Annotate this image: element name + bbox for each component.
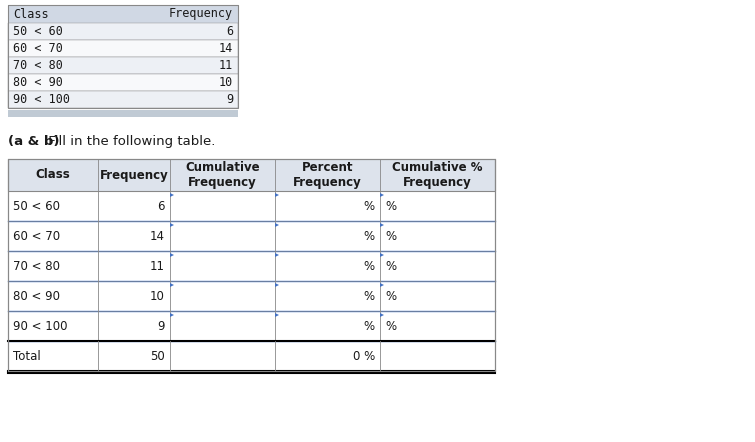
- Bar: [8, 5, 238, 23]
- Text: (a & b): (a & b): [8, 135, 60, 148]
- Text: %: %: [385, 320, 396, 332]
- Text: 9: 9: [158, 320, 165, 332]
- Text: Fill in the following table.: Fill in the following table.: [44, 135, 215, 148]
- Text: 90 < 100: 90 < 100: [13, 93, 70, 106]
- Bar: [8, 91, 238, 108]
- Text: Cumulative %
Frequency: Cumulative % Frequency: [393, 161, 482, 189]
- Polygon shape: [380, 223, 384, 227]
- Polygon shape: [380, 313, 384, 317]
- Text: 50 < 60: 50 < 60: [13, 25, 63, 38]
- Bar: [8, 191, 495, 221]
- Polygon shape: [380, 193, 384, 197]
- Text: %: %: [364, 199, 375, 213]
- Text: %: %: [385, 290, 396, 302]
- Text: 60 < 70: 60 < 70: [13, 42, 63, 55]
- Bar: [8, 40, 238, 57]
- Text: 11: 11: [150, 259, 165, 273]
- Text: 14: 14: [219, 42, 233, 55]
- Polygon shape: [275, 223, 279, 227]
- Bar: [8, 5, 238, 108]
- Bar: [8, 159, 495, 371]
- Bar: [8, 281, 495, 311]
- Bar: [8, 159, 495, 191]
- Text: 50: 50: [150, 350, 165, 362]
- Polygon shape: [170, 283, 174, 287]
- Polygon shape: [380, 253, 384, 257]
- Text: 14: 14: [150, 229, 165, 243]
- Text: 0 %: 0 %: [353, 350, 375, 362]
- Text: %: %: [385, 229, 396, 243]
- Polygon shape: [170, 253, 174, 257]
- Text: %: %: [364, 290, 375, 302]
- Polygon shape: [275, 283, 279, 287]
- Text: 50 < 60: 50 < 60: [13, 199, 60, 213]
- Bar: [8, 251, 495, 281]
- Text: 10: 10: [219, 76, 233, 89]
- Polygon shape: [275, 253, 279, 257]
- Text: Class: Class: [13, 8, 48, 20]
- Bar: [8, 110, 238, 117]
- Polygon shape: [275, 313, 279, 317]
- Bar: [8, 57, 238, 74]
- Text: 11: 11: [219, 59, 233, 72]
- Text: 60 < 70: 60 < 70: [13, 229, 60, 243]
- Bar: [8, 341, 495, 371]
- Text: 80 < 90: 80 < 90: [13, 76, 63, 89]
- Text: 6: 6: [226, 25, 233, 38]
- Polygon shape: [275, 193, 279, 197]
- Text: 70 < 80: 70 < 80: [13, 259, 60, 273]
- Bar: [8, 23, 238, 40]
- Polygon shape: [170, 223, 174, 227]
- Text: 80 < 90: 80 < 90: [13, 290, 60, 302]
- Bar: [8, 74, 238, 91]
- Text: Total: Total: [13, 350, 41, 362]
- Text: %: %: [385, 259, 396, 273]
- Bar: [8, 311, 495, 341]
- Text: Percent
Frequency: Percent Frequency: [293, 161, 362, 189]
- Text: Frequency: Frequency: [169, 8, 233, 20]
- Polygon shape: [170, 193, 174, 197]
- Polygon shape: [380, 283, 384, 287]
- Text: Cumulative
Frequency: Cumulative Frequency: [185, 161, 260, 189]
- Text: %: %: [364, 259, 375, 273]
- Polygon shape: [170, 313, 174, 317]
- Bar: [8, 221, 495, 251]
- Text: 70 < 80: 70 < 80: [13, 59, 63, 72]
- Text: Frequency: Frequency: [100, 168, 168, 182]
- Text: 9: 9: [226, 93, 233, 106]
- Text: Class: Class: [35, 168, 70, 182]
- Text: 10: 10: [150, 290, 165, 302]
- Text: %: %: [364, 320, 375, 332]
- Text: %: %: [364, 229, 375, 243]
- Text: 90 < 100: 90 < 100: [13, 320, 67, 332]
- Bar: [8, 159, 495, 191]
- Text: %: %: [385, 199, 396, 213]
- Text: 6: 6: [158, 199, 165, 213]
